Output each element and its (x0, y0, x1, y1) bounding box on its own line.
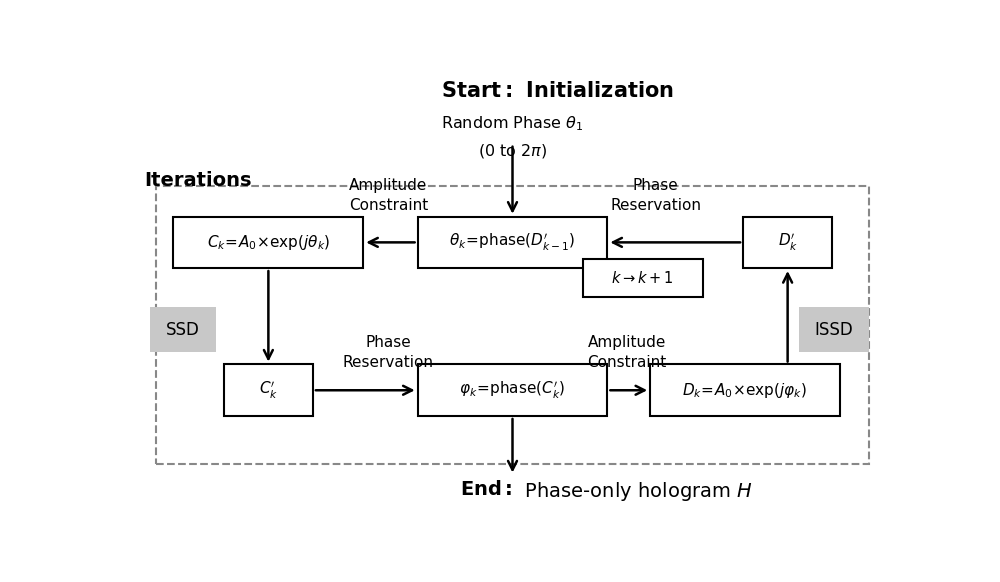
Text: $D_k^{\prime}$: $D_k^{\prime}$ (778, 232, 798, 253)
Bar (156, 186, 869, 464)
Text: Phase
Reservation: Phase Reservation (343, 335, 434, 370)
Bar (799, 307, 869, 352)
Bar (418, 364, 607, 416)
Text: Phase
Reservation: Phase Reservation (610, 178, 701, 212)
Text: Iterations: Iterations (144, 171, 252, 190)
Text: $C_k^{\prime}$: $C_k^{\prime}$ (259, 379, 278, 401)
Text: Random Phase $\theta_1$: Random Phase $\theta_1$ (441, 115, 584, 133)
Text: $k \rightarrow k+1$: $k \rightarrow k+1$ (611, 270, 674, 286)
Bar (173, 217, 363, 268)
Text: (0 to 2$\pi$): (0 to 2$\pi$) (478, 141, 547, 159)
Text: ISSD: ISSD (815, 321, 854, 339)
Text: $\mathbf{\ \ Initialization}$: $\mathbf{\ \ Initialization}$ (512, 81, 674, 101)
Text: $\theta_k\!=\!\mathrm{phase}(D_{k-1}^{\prime})$: $\theta_k\!=\!\mathrm{phase}(D_{k-1}^{\p… (449, 232, 576, 253)
Text: $D_k\!=\!A_0\!\times\!\exp(j\varphi_k)$: $D_k\!=\!A_0\!\times\!\exp(j\varphi_k)$ (682, 381, 808, 400)
Text: SSD: SSD (166, 321, 200, 339)
Text: Amplitude
Constraint: Amplitude Constraint (349, 178, 428, 212)
Bar (224, 364, 313, 416)
Bar (743, 217, 832, 268)
Text: $C_k\!=\!A_0\!\times\!\exp(j\theta_k)$: $C_k\!=\!A_0\!\times\!\exp(j\theta_k)$ (207, 233, 330, 252)
Bar (650, 364, 840, 416)
Bar (583, 259, 703, 297)
Bar (150, 307, 216, 352)
Text: $\varphi_k\!=\!\mathrm{phase}(C_k^{\prime})$: $\varphi_k\!=\!\mathrm{phase}(C_k^{\prim… (459, 379, 566, 401)
Text: $\mathbf{Start:}$: $\mathbf{Start:}$ (441, 81, 512, 101)
Text: Amplitude
Constraint: Amplitude Constraint (588, 335, 667, 370)
Bar (418, 217, 607, 268)
Text: $\ \ $Phase-only hologram $H$: $\ \ $Phase-only hologram $H$ (512, 480, 753, 503)
Text: $\mathbf{End:}$: $\mathbf{End:}$ (460, 480, 512, 499)
